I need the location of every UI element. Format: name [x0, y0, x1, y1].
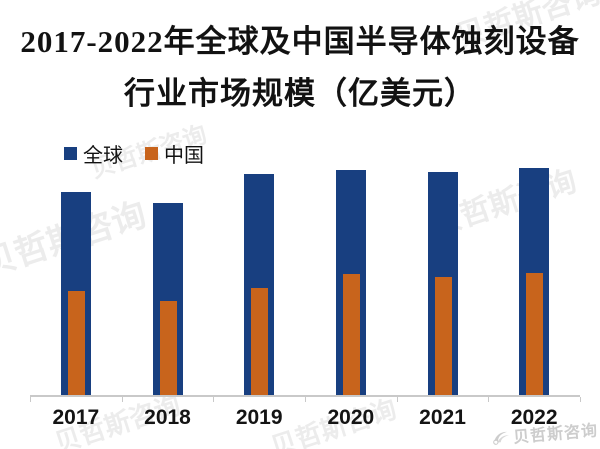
- legend-label-china: 中国: [164, 145, 204, 167]
- brand-logo-icon: [493, 431, 510, 445]
- legend-item-global: 全球: [64, 139, 123, 168]
- global-legend-swatch-icon: [64, 147, 77, 160]
- chart-legend: 全球 中国: [64, 139, 204, 168]
- china-legend-swatch-icon: [145, 147, 158, 160]
- bar-china-2021: [434, 277, 452, 395]
- x-axis-labels: 2017 2018 2019 2020 2021 2022: [30, 406, 580, 430]
- bar-group-2020: [305, 166, 397, 395]
- legend-label-global: 全球: [83, 145, 123, 167]
- x-axis-label-2021: 2021: [419, 406, 466, 429]
- axis-tick: [397, 397, 398, 402]
- x-axis-ticks: [30, 397, 581, 402]
- axis-tick: [122, 397, 123, 402]
- chart-title-line-1: 2017-2022年全球及中国半导体蚀刻设备: [20, 24, 580, 59]
- bar-group-2019: [213, 166, 305, 395]
- bar-china-2020: [342, 274, 360, 395]
- axis-tick: [305, 397, 306, 402]
- x-axis-label-2018: 2018: [144, 406, 191, 429]
- axis-tick: [213, 397, 214, 402]
- x-axis-label-2022: 2022: [510, 406, 558, 429]
- bar-group-2017: [30, 166, 122, 395]
- bar-china-2022: [526, 273, 544, 395]
- bar-china-2019: [251, 288, 269, 395]
- axis-tick: [488, 397, 489, 402]
- chart-title-line-2: 行业市场规模（亿美元）: [124, 76, 476, 111]
- x-axis-label-2020: 2020: [327, 406, 375, 429]
- bar-group-2018: [122, 166, 214, 395]
- x-axis-label-2019: 2019: [235, 406, 283, 429]
- x-axis-label-2017: 2017: [52, 406, 100, 429]
- bar-group-2021: [397, 166, 489, 395]
- axis-tick: [580, 397, 581, 402]
- plot-area: [30, 166, 580, 397]
- bar-china-2017: [67, 291, 85, 395]
- bar-china-2018: [159, 301, 177, 395]
- legend-item-china: 中国: [145, 139, 204, 168]
- axis-tick: [30, 397, 31, 402]
- bar-group-2022: [488, 166, 580, 395]
- brand-watermark: 贝哲斯咨询: [491, 416, 599, 449]
